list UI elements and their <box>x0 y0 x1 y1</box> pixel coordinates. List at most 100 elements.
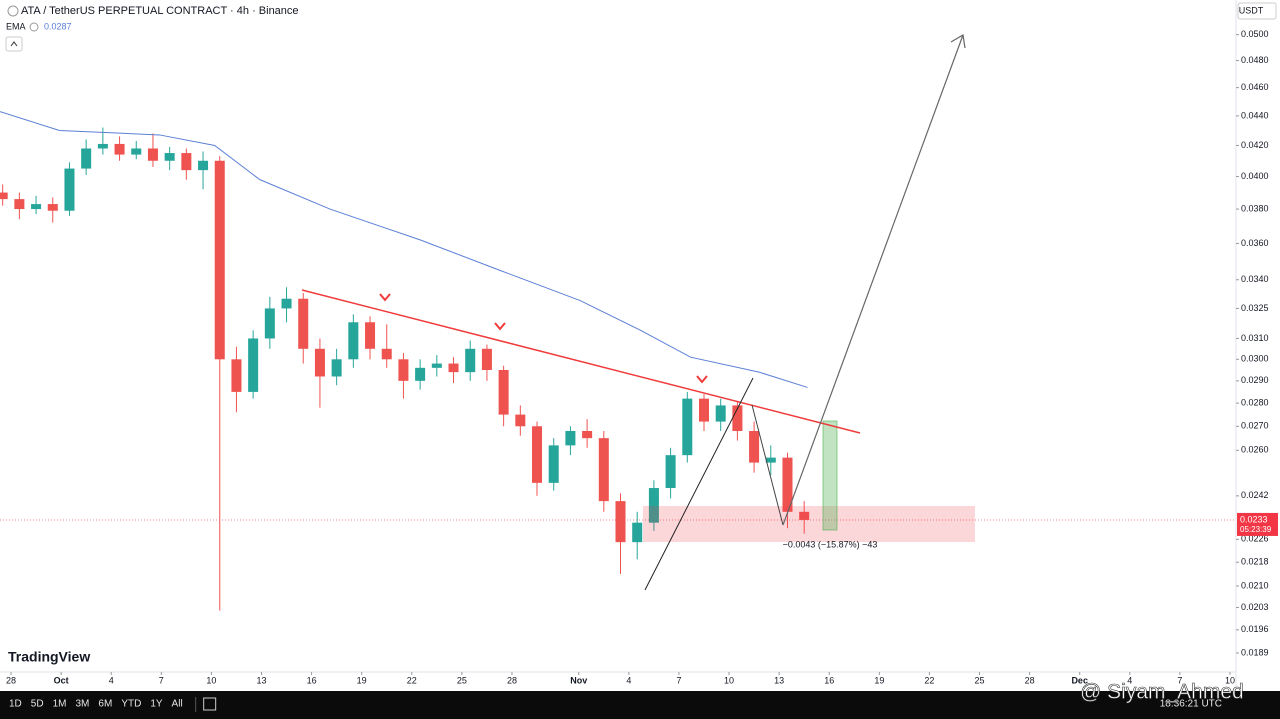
y-tick-label: 0.0210 <box>1241 580 1269 590</box>
x-tick-label: 7 <box>676 675 681 685</box>
x-tick-label: 28 <box>1025 675 1035 685</box>
y-tick-label: 0.0310 <box>1241 333 1269 343</box>
candle-body <box>732 405 743 431</box>
y-tick-label: 0.0460 <box>1241 82 1269 92</box>
range-buttons: 1D 5D 1M 3M 6M YTD 1Y All <box>9 697 217 712</box>
candle-body <box>264 308 275 339</box>
watermark: @ Siyam_Ahmed <box>1080 681 1244 704</box>
path-line <box>751 404 784 526</box>
y-tick-label: 0.0380 <box>1241 203 1269 213</box>
candle-body <box>515 414 526 427</box>
brand: TradingView <box>8 649 90 665</box>
last-price-box <box>1237 512 1278 536</box>
candle-body <box>31 204 42 210</box>
candle-body <box>181 153 192 171</box>
candle-body <box>231 359 242 392</box>
candle-body <box>81 148 92 169</box>
candle-body <box>281 298 292 309</box>
x-tick-label: 19 <box>357 675 367 685</box>
candle-body <box>481 348 492 370</box>
y-tick-label: 0.0325 <box>1241 303 1269 313</box>
candle-body <box>398 359 409 381</box>
y-tick-label: 0.0440 <box>1241 110 1269 120</box>
x-tick-label: 4 <box>626 675 631 685</box>
candle-body <box>782 457 793 512</box>
candle-body <box>415 367 426 381</box>
x-tick-label: 22 <box>924 675 934 685</box>
path-arrow <box>782 34 964 526</box>
candle-body <box>97 143 108 149</box>
y-tick-label: 0.0270 <box>1241 421 1269 431</box>
candle-body <box>248 338 259 392</box>
x-tick-label: 7 <box>1177 675 1182 685</box>
currency-button[interactable] <box>1237 2 1277 20</box>
x-tick-label: 25 <box>975 675 985 685</box>
collapse-button[interactable] <box>5 36 23 52</box>
chevron <box>696 375 708 384</box>
candle-body <box>131 148 142 155</box>
x-tick-label: 28 <box>507 675 517 685</box>
range-button[interactable]: 6M <box>98 699 112 710</box>
x-tick-label: 4 <box>1127 675 1132 685</box>
candle-body <box>665 455 676 489</box>
range-button[interactable]: All <box>172 699 183 710</box>
candle-body <box>331 359 342 377</box>
candle-body <box>615 501 626 543</box>
y-tick-label: 0.0400 <box>1241 171 1269 181</box>
candle-body <box>799 511 810 520</box>
x-tick-label: 28 <box>6 675 16 685</box>
ema-line <box>0 111 808 388</box>
y-tick-label: 0.0420 <box>1241 140 1269 150</box>
range-button[interactable]: 1D <box>9 699 22 710</box>
arrow-head <box>950 34 966 49</box>
candle-body <box>682 398 693 456</box>
candle-body <box>365 322 376 349</box>
indicator-name: EMA <box>6 21 26 31</box>
range-button[interactable]: 3M <box>76 699 90 710</box>
measure-box <box>822 420 838 531</box>
drawings <box>301 34 975 591</box>
candle-body <box>498 369 509 415</box>
candle-body <box>548 445 559 483</box>
x-tick-label: 22 <box>407 675 417 685</box>
y-tick-label: 0.0300 <box>1241 354 1269 364</box>
currency: USDT <box>1239 5 1264 15</box>
candle-body <box>64 168 75 211</box>
y-tick-label: 0.0280 <box>1241 398 1269 408</box>
x-tick-label: 16 <box>824 675 834 685</box>
x-tick-label: 7 <box>159 675 164 685</box>
candle-body <box>114 143 125 155</box>
toolbar <box>0 691 1280 719</box>
range-button[interactable]: 5D <box>31 699 44 710</box>
settings-icon[interactable] <box>29 22 39 32</box>
calendar-button[interactable] <box>203 697 217 711</box>
y-tick-label: 0.0203 <box>1241 602 1269 612</box>
plot-area: 0.0500 0.0480 0.0460 0.0440 0.0420 0.0400 0.03… <box>0 0 1278 690</box>
x-tick-label: 13 <box>256 675 266 685</box>
y-tick-label: 0.0242 <box>1241 490 1269 500</box>
x-tick-label: 19 <box>874 675 884 685</box>
candle-body <box>381 348 392 360</box>
range-button[interactable]: 1Y <box>150 699 163 710</box>
candle-body <box>532 426 543 483</box>
x-tick-label: Nov <box>570 675 587 685</box>
candle-body <box>448 363 459 373</box>
candle-body <box>164 153 175 161</box>
candle-body <box>749 430 760 463</box>
x-tick-label: 13 <box>774 675 784 685</box>
range-button[interactable]: YTD <box>121 699 141 710</box>
measurement: −0.0043 (−15.87%) −43 <box>783 539 878 549</box>
x-tick-label: 10 <box>1225 675 1235 685</box>
candle-body <box>648 488 659 523</box>
range-button[interactable]: 1M <box>53 699 67 710</box>
candle-body <box>765 457 776 463</box>
y-tick-label: 0.0196 <box>1241 624 1269 634</box>
candle-body <box>14 199 25 210</box>
candle-body <box>147 148 158 161</box>
y-tick-label: 0.0340 <box>1241 274 1269 284</box>
candle-body <box>598 438 609 502</box>
x-tick-label: 10 <box>206 675 216 685</box>
y-tick-label: 0.0189 <box>1241 647 1269 657</box>
